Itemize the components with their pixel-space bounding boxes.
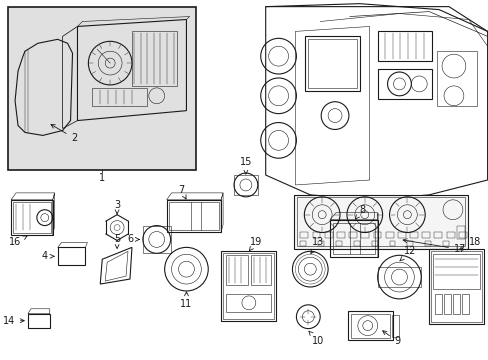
Text: 3: 3: [114, 200, 120, 214]
Bar: [166, 200, 221, 231]
Bar: [443, 294, 450, 314]
Bar: [397, 231, 405, 238]
Bar: [28, 314, 50, 328]
Bar: [377, 31, 431, 61]
Bar: [422, 231, 429, 238]
Bar: [132, 31, 176, 86]
Bar: [307, 39, 356, 88]
Text: 8: 8: [354, 205, 365, 219]
Bar: [300, 231, 307, 238]
Text: 2: 2: [51, 125, 78, 143]
Text: 15: 15: [239, 157, 251, 174]
Text: 9: 9: [382, 331, 400, 346]
Bar: [58, 247, 85, 265]
Bar: [8, 6, 196, 170]
Bar: [407, 242, 412, 246]
Bar: [434, 294, 441, 314]
Bar: [250, 255, 270, 285]
Bar: [168, 202, 219, 230]
Bar: [297, 197, 464, 246]
Bar: [305, 36, 359, 91]
Bar: [436, 51, 476, 106]
Bar: [336, 231, 344, 238]
Bar: [11, 200, 53, 235]
Text: 6: 6: [127, 234, 139, 244]
Text: 12: 12: [399, 246, 416, 261]
Bar: [13, 202, 51, 234]
Bar: [329, 220, 377, 257]
Bar: [347, 311, 392, 341]
Bar: [428, 249, 483, 324]
Bar: [432, 254, 479, 289]
Text: 16: 16: [9, 236, 27, 247]
Text: 4: 4: [41, 251, 54, 261]
Bar: [225, 255, 247, 285]
Text: 11: 11: [180, 292, 192, 309]
Bar: [409, 231, 417, 238]
Bar: [142, 226, 170, 253]
Text: 19: 19: [249, 237, 262, 251]
Bar: [332, 222, 374, 254]
Bar: [371, 242, 377, 246]
Bar: [430, 251, 481, 322]
Bar: [456, 226, 464, 239]
Text: 5: 5: [114, 234, 120, 248]
Bar: [373, 231, 381, 238]
Bar: [324, 231, 332, 238]
Bar: [348, 231, 356, 238]
Text: 17: 17: [402, 239, 466, 255]
Text: 1: 1: [99, 173, 105, 183]
Bar: [391, 315, 399, 337]
Text: 13: 13: [310, 237, 324, 253]
Bar: [452, 294, 459, 314]
Bar: [234, 175, 257, 195]
Bar: [385, 231, 393, 238]
Bar: [377, 69, 431, 99]
Bar: [377, 267, 420, 287]
Bar: [92, 88, 146, 106]
Bar: [458, 231, 466, 238]
Bar: [223, 253, 273, 319]
Bar: [389, 242, 395, 246]
Bar: [425, 242, 430, 246]
Text: 10: 10: [308, 331, 324, 346]
Bar: [361, 231, 368, 238]
Bar: [350, 314, 389, 338]
Bar: [461, 294, 468, 314]
Bar: [225, 294, 270, 312]
Bar: [446, 231, 454, 238]
Bar: [300, 242, 305, 246]
Bar: [434, 231, 442, 238]
Bar: [353, 242, 359, 246]
Text: 18: 18: [458, 237, 480, 250]
Bar: [442, 242, 448, 246]
Bar: [335, 242, 341, 246]
Bar: [312, 231, 320, 238]
Bar: [221, 251, 275, 321]
Text: 7: 7: [178, 185, 185, 199]
Bar: [294, 195, 467, 249]
Bar: [318, 242, 324, 246]
Text: 14: 14: [3, 316, 24, 326]
